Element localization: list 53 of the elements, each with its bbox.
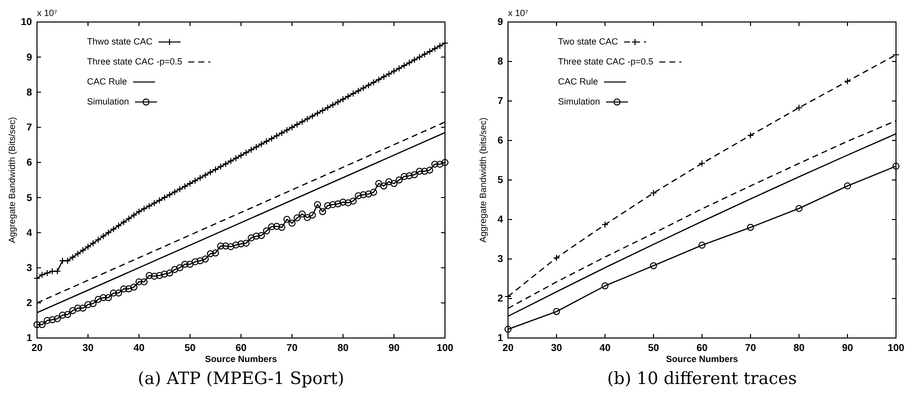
x-tick-label: 30 [82, 343, 94, 354]
y-tick-label: 8 [497, 56, 504, 68]
legend-label: Three state CAC -p=0.5 [558, 56, 654, 66]
x-tick-label: 80 [793, 343, 805, 354]
x-tick-label: 90 [842, 343, 854, 354]
x-tick-label: 70 [744, 343, 756, 354]
x-tick-label: 70 [286, 343, 298, 354]
legend-label: Three state CAC -p=0.5 [87, 56, 182, 66]
x-tick-label: 60 [696, 343, 708, 354]
y-tick-label: 9 [26, 52, 32, 64]
x-tick-label: 50 [184, 343, 196, 354]
y-tick-label: 5 [26, 192, 32, 204]
y-tick-label: 1 [497, 333, 504, 344]
legend-label: Simulation [558, 96, 600, 106]
x-tick-label: 80 [337, 343, 349, 354]
y-tick-label: 3 [497, 254, 504, 266]
y-tick-label: 2 [497, 294, 504, 305]
y-tick-label: 9 [497, 17, 504, 28]
x-axis-title: Source Numbers [666, 354, 738, 364]
y-tick-label: 10 [20, 17, 32, 28]
legend-label: Thwo state CAC [87, 36, 154, 46]
y-tick-label: 7 [26, 122, 32, 134]
y-tick-label: 4 [497, 214, 504, 226]
x-tick-label: 20 [502, 343, 514, 354]
x-tick-label: 30 [550, 343, 562, 354]
x-tick-label: 100 [888, 343, 905, 354]
y-tick-label: 6 [497, 136, 504, 147]
y-axis-title: Aggregate Bandwidth (bits/sec) [478, 117, 488, 243]
y-tick-label: 7 [497, 96, 504, 108]
x-tick-label: 40 [133, 343, 145, 354]
x-axis-title: Source Numbers [204, 354, 278, 364]
legend-label: CAC Rule [558, 76, 598, 86]
x-tick-label: 20 [31, 343, 43, 354]
y-tick-label: 3 [26, 262, 32, 274]
y-axis-title: Aggregate Bandwidth (Bits/sec) [7, 116, 17, 244]
y-tick-label: 4 [26, 228, 32, 239]
text: x 10⁷ [508, 8, 528, 18]
text: (a) ATP (MPEG-1 Sport) [138, 369, 344, 389]
x-tick-label: 40 [599, 343, 611, 354]
x-tick-label: 60 [235, 343, 247, 354]
y-tick-label: 6 [26, 158, 32, 169]
legend-label: CAC Rule [87, 76, 128, 86]
y-tick-label: 1 [26, 333, 32, 344]
text: x 10⁷ [37, 8, 58, 18]
y-tick-label: 2 [26, 298, 32, 310]
text: (b) 10 different traces [607, 369, 797, 389]
legend-label: Simulation [87, 96, 130, 106]
x-tick-label: 90 [388, 343, 400, 354]
y-tick-label: 5 [497, 175, 504, 186]
y-tick-label: 8 [26, 87, 32, 98]
x-tick-label: 50 [648, 343, 660, 354]
x-tick-label: 100 [436, 343, 454, 354]
legend-label: Two state CAC [558, 36, 619, 46]
